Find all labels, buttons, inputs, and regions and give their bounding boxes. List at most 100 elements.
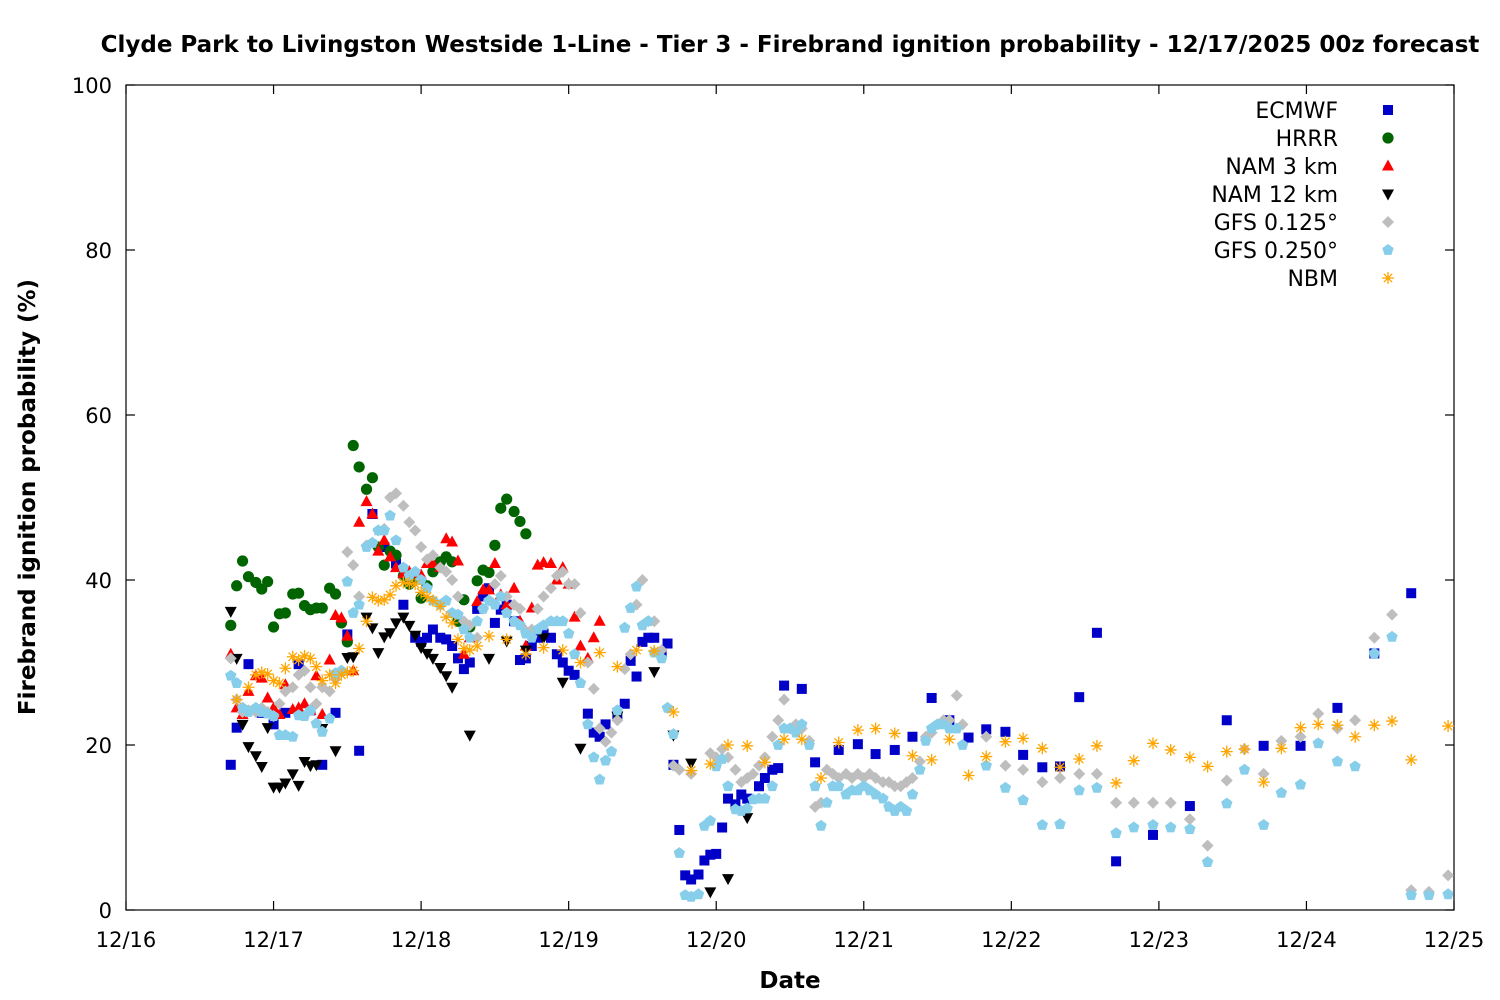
data-point <box>384 550 397 562</box>
data-point <box>1054 818 1066 830</box>
data-point <box>1036 819 1048 830</box>
data-point <box>330 707 341 718</box>
data-point <box>463 730 476 742</box>
data-point <box>304 652 317 665</box>
data-point <box>1054 761 1067 774</box>
data-point <box>292 654 305 667</box>
data-point <box>236 555 249 567</box>
data-point <box>593 773 606 785</box>
axis-ticks: 12/16 12/17 12/18 12/19 12/20 12/21 12/22 12/23… <box>72 74 1484 952</box>
data-point <box>464 631 476 643</box>
data-point <box>1368 631 1381 644</box>
data-point <box>231 580 243 592</box>
data-point <box>574 743 587 755</box>
data-point <box>999 735 1012 748</box>
data-point <box>415 541 428 553</box>
data-point <box>605 726 618 739</box>
data-point <box>722 874 735 886</box>
data-point <box>716 743 729 756</box>
data-point <box>446 574 459 586</box>
data-point <box>956 739 969 750</box>
data-point <box>759 773 770 783</box>
data-point <box>1275 734 1288 747</box>
data-point <box>588 751 600 763</box>
data-point <box>366 507 379 519</box>
legend-marker <box>1382 159 1394 171</box>
data-point <box>821 796 833 808</box>
data-point <box>249 668 262 681</box>
data-point <box>446 535 459 547</box>
data-point <box>353 642 366 655</box>
data-point <box>581 656 594 669</box>
data-point <box>631 671 642 682</box>
data-point <box>722 780 734 792</box>
data-point <box>624 648 637 661</box>
data-point <box>279 778 292 790</box>
data-point <box>421 648 434 660</box>
data-point <box>441 634 452 645</box>
data-point <box>1110 776 1123 789</box>
data-point <box>943 733 956 746</box>
x-tick-label: 12/17 <box>243 928 304 952</box>
data-point <box>611 714 624 727</box>
data-point <box>236 719 249 731</box>
data-point <box>1147 819 1159 830</box>
data-point <box>1073 767 1086 780</box>
data-point <box>1257 767 1270 780</box>
data-point <box>453 653 463 664</box>
data-point <box>537 633 550 645</box>
data-point <box>1221 797 1233 809</box>
data-point <box>261 668 274 681</box>
data-point <box>316 674 329 687</box>
data-point <box>457 642 470 655</box>
data-point <box>767 764 778 775</box>
data-point <box>925 753 938 766</box>
data-point <box>298 697 311 709</box>
data-point <box>397 561 410 573</box>
data-point <box>1127 754 1140 767</box>
data-point <box>501 607 513 618</box>
legend-marker <box>1382 216 1394 228</box>
data-point <box>795 733 808 746</box>
legend-label: ECMWF <box>1255 99 1338 124</box>
data-point <box>869 722 882 735</box>
data-point <box>630 644 643 657</box>
data-point <box>624 602 637 613</box>
data-point <box>323 653 336 665</box>
data-point <box>415 586 428 599</box>
data-point <box>870 749 881 760</box>
data-point <box>341 629 354 641</box>
data-point <box>747 767 760 780</box>
data-point <box>427 624 438 635</box>
data-point <box>648 667 661 679</box>
data-point <box>593 614 606 626</box>
data-point <box>1073 753 1086 766</box>
data-point <box>440 611 453 624</box>
data-point <box>556 644 569 657</box>
data-point <box>464 657 475 668</box>
data-point <box>605 745 618 757</box>
data-point <box>717 822 728 833</box>
data-point <box>316 725 328 737</box>
data-point <box>1368 647 1380 659</box>
legend-marker <box>1382 132 1394 144</box>
data-point <box>980 750 993 763</box>
data-point <box>243 659 254 670</box>
data-point <box>699 855 710 866</box>
x-tick-label: 12/24 <box>1276 928 1337 952</box>
data-point <box>1073 784 1085 796</box>
data-point <box>1275 742 1288 755</box>
data-point <box>587 682 600 695</box>
data-point <box>231 722 242 733</box>
data-point <box>526 631 538 643</box>
data-point <box>906 772 919 784</box>
data-point <box>398 599 409 610</box>
data-point <box>796 683 807 694</box>
data-point <box>353 461 365 473</box>
data-point <box>440 532 453 544</box>
data-point <box>242 742 255 754</box>
series-hrrr <box>225 439 532 648</box>
data-point <box>1127 796 1140 809</box>
data-point <box>999 781 1012 793</box>
data-point <box>1054 772 1067 784</box>
